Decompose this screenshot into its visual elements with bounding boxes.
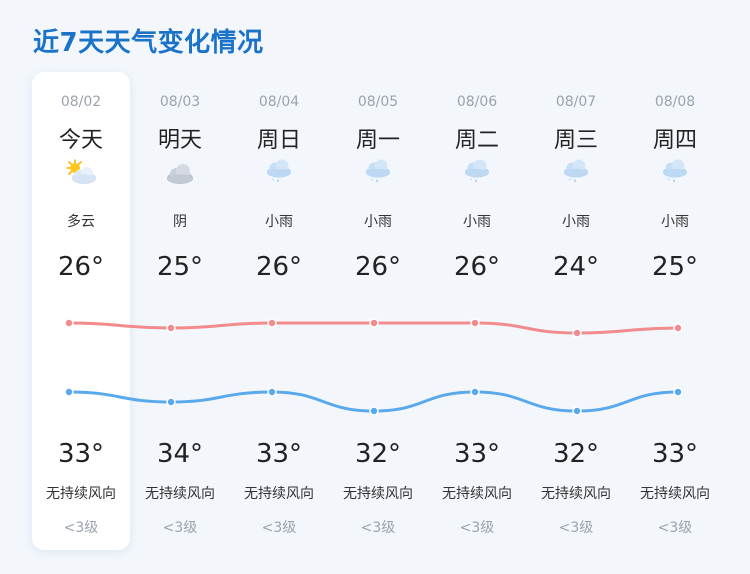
light-rain-icon <box>428 158 526 188</box>
forecast-date: 08/04 <box>258 94 300 110</box>
forecast-weekday: 今天 <box>58 128 103 153</box>
light-rain-icon <box>329 158 427 188</box>
light-rain-icon <box>626 158 724 188</box>
wind-level: <3级 <box>261 520 297 536</box>
wind-level: <3级 <box>360 520 396 536</box>
temperature-bottom: 33° <box>651 439 699 469</box>
temperature-bottom: 33° <box>453 439 501 469</box>
day-column-08-05: 08/05 周一 小雨 26° 32° 无持续风向 <3级 <box>329 72 427 550</box>
wind-level: <3级 <box>657 520 693 536</box>
light-rain-icon <box>527 158 625 188</box>
top-temperature-point-1 <box>64 318 74 328</box>
forecast-date: 08/02 <box>60 94 102 110</box>
temperature-top: 25° <box>651 252 699 282</box>
top-temperature-point-3 <box>267 318 277 328</box>
wind-level: <3级 <box>558 520 594 536</box>
temperature-bottom: 33° <box>57 439 105 469</box>
bottom-temperature-point-7 <box>673 387 683 397</box>
top-temperature-point-7 <box>673 323 683 333</box>
temperature-bottom: 34° <box>156 439 204 469</box>
weather-condition: 小雨 <box>562 214 590 230</box>
day-column-08-06: 08/06 周二 小雨 26° 33° 无持续风向 <3级 <box>428 72 526 550</box>
top-temperature-point-2 <box>166 323 176 333</box>
today-highlight-card <box>32 72 130 550</box>
wind-direction: 无持续风向 <box>46 486 116 502</box>
wind-direction: 无持续风向 <box>244 486 314 502</box>
forecast-date: 08/05 <box>357 94 399 110</box>
temperature-top: 26° <box>354 252 402 282</box>
wind-direction: 无持续风向 <box>145 486 215 502</box>
wind-direction: 无持续风向 <box>442 486 512 502</box>
wind-direction: 无持续风向 <box>343 486 413 502</box>
temperature-top: 26° <box>453 252 501 282</box>
top-temperature-point-5 <box>470 318 480 328</box>
day-column-08-02: 08/02 今天 多云 26° 33° 无持续风向 <3级 <box>32 72 130 550</box>
bottom-temperature-point-6 <box>572 406 582 416</box>
forecast-date: 08/03 <box>159 94 201 110</box>
temperature-top: 25° <box>156 252 204 282</box>
weather-condition: 小雨 <box>463 214 491 230</box>
temperature-top: 26° <box>255 252 303 282</box>
day-column-08-07: 08/07 周三 小雨 24° 32° 无持续风向 <3级 <box>527 72 625 550</box>
forecast-date: 08/07 <box>555 94 597 110</box>
temperature-bottom: 32° <box>354 439 402 469</box>
forecast-date: 08/06 <box>456 94 498 110</box>
bottom-temperature-point-4 <box>369 406 379 416</box>
wind-level: <3级 <box>459 520 495 536</box>
weather-condition: 小雨 <box>661 214 689 230</box>
wind-level: <3级 <box>63 520 99 536</box>
light-rain-icon <box>230 158 328 188</box>
wind-level: <3级 <box>162 520 198 536</box>
partly-cloudy-icon <box>32 158 130 188</box>
weather-condition: 阴 <box>173 214 187 230</box>
weather-condition: 多云 <box>67 214 95 230</box>
forecast-weekday: 周四 <box>652 128 697 153</box>
temperature-top: 24° <box>552 252 600 282</box>
forecast-weekday: 周二 <box>454 128 499 153</box>
top-temperature-point-4 <box>369 318 379 328</box>
bottom-temperature-point-2 <box>166 397 176 407</box>
forecast-weekday: 明天 <box>157 128 202 153</box>
temperature-bottom: 32° <box>552 439 600 469</box>
forecast-weekday: 周一 <box>355 128 400 153</box>
weather-condition: 小雨 <box>364 214 392 230</box>
day-column-08-04: 08/04 周日 小雨 26° 33° 无持续风向 <3级 <box>230 72 328 550</box>
top-temperature-point-6 <box>572 328 582 338</box>
overcast-cloud-icon <box>131 158 229 188</box>
forecast-date: 08/08 <box>654 94 696 110</box>
page-title: 近7天天气变化情况 <box>33 28 264 58</box>
wind-direction: 无持续风向 <box>541 486 611 502</box>
bottom-temperature-point-1 <box>64 387 74 397</box>
day-column-08-08: 08/08 周四 小雨 25° 33° 无持续风向 <3级 <box>626 72 724 550</box>
day-column-08-03: 08/03 明天 阴 25° 34° 无持续风向 <3级 <box>131 72 229 550</box>
wind-direction: 无持续风向 <box>640 486 710 502</box>
bottom-temperature-point-3 <box>267 387 277 397</box>
bottom-temperature-point-5 <box>470 387 480 397</box>
weather-condition: 小雨 <box>265 214 293 230</box>
forecast-weekday: 周三 <box>553 128 598 153</box>
temperature-top: 26° <box>57 252 105 282</box>
forecast-weekday: 周日 <box>256 128 301 153</box>
temperature-bottom: 33° <box>255 439 303 469</box>
